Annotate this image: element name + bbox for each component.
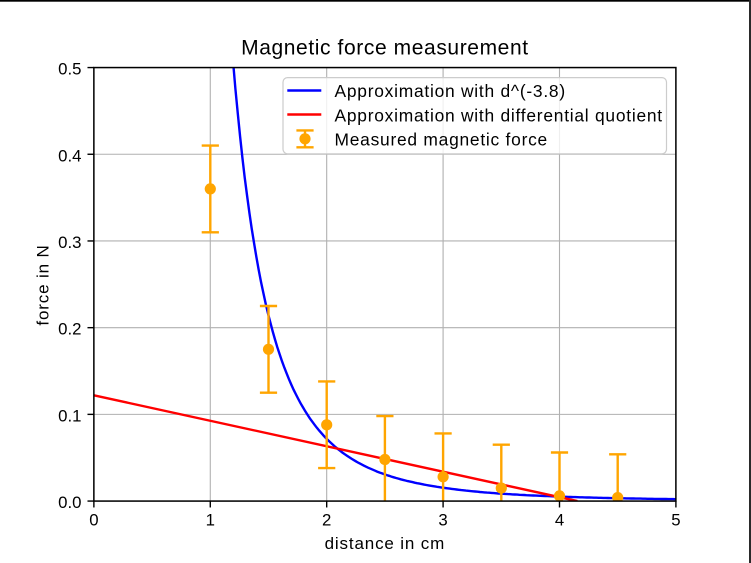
svg-text:0: 0 [89, 511, 98, 530]
svg-text:4: 4 [555, 511, 564, 530]
svg-text:force in N: force in N [33, 244, 52, 325]
svg-text:5: 5 [671, 511, 680, 530]
svg-text:0.2: 0.2 [58, 320, 81, 339]
svg-text:0.0: 0.0 [58, 493, 81, 512]
svg-text:Magnetic force measurement: Magnetic force measurement [241, 36, 529, 59]
svg-text:distance in cm: distance in cm [325, 534, 446, 553]
svg-text:Approximation with d^(-3.8): Approximation with d^(-3.8) [335, 81, 566, 101]
svg-text:0.3: 0.3 [58, 233, 81, 252]
svg-text:0.5: 0.5 [58, 60, 81, 79]
svg-text:Approximation with differentia: Approximation with differential quotient [335, 105, 663, 125]
svg-text:2: 2 [322, 511, 331, 530]
svg-text:0.4: 0.4 [58, 146, 81, 165]
svg-text:0.1: 0.1 [58, 406, 81, 425]
svg-text:3: 3 [438, 511, 447, 530]
svg-text:1: 1 [206, 511, 215, 530]
svg-text:Measured magnetic force: Measured magnetic force [335, 130, 548, 150]
